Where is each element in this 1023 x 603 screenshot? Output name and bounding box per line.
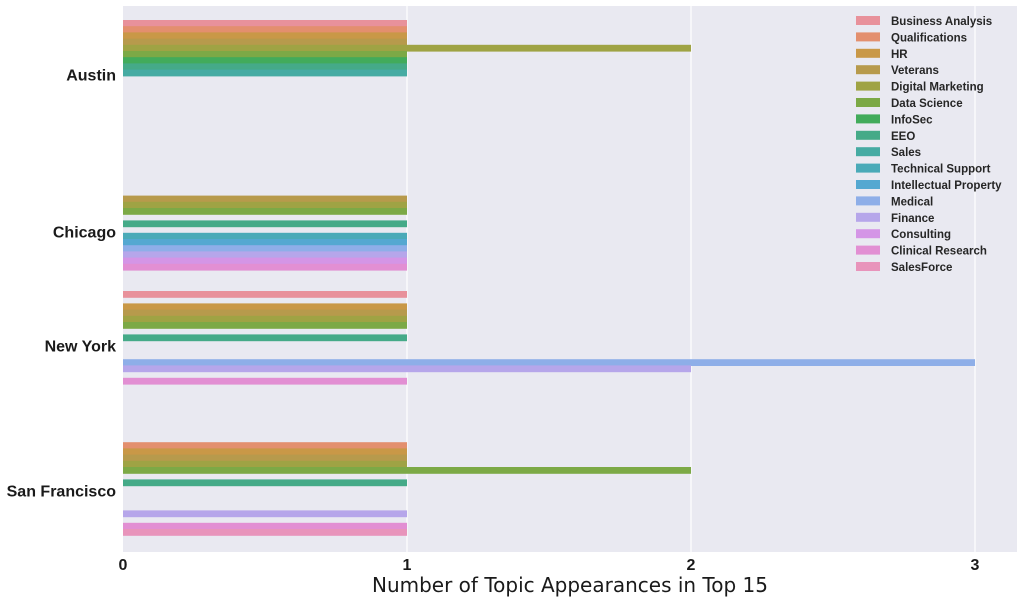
bar	[123, 257, 407, 265]
bar	[123, 220, 407, 228]
legend-label: Consulting	[891, 229, 951, 241]
legend-swatch	[856, 262, 880, 271]
legend-swatch	[856, 48, 880, 58]
bar	[123, 309, 407, 317]
legend-swatch	[856, 196, 880, 206]
bar	[123, 454, 407, 462]
category-label: Austin	[66, 68, 116, 85]
bar	[123, 479, 407, 487]
category-labels: Austin Chicago New York San Francisco	[7, 68, 117, 501]
bar	[123, 195, 407, 203]
legend-swatch	[856, 81, 880, 91]
bar	[123, 232, 407, 240]
bar	[123, 442, 407, 449]
legend-swatch	[856, 180, 880, 189]
bar	[123, 359, 975, 366]
bar	[123, 448, 407, 456]
x-tick-labels: 0 1 2 3	[119, 557, 980, 574]
category-label: Chicago	[53, 225, 116, 242]
legend: Business Analysis Qualifications HR Veteran…	[856, 16, 1002, 274]
category-label: New York	[45, 339, 117, 356]
bar	[123, 263, 407, 271]
bar	[123, 63, 407, 71]
bar	[123, 460, 407, 468]
bar	[123, 26, 407, 33]
bar	[123, 51, 407, 58]
bar	[123, 57, 407, 64]
legend-swatch	[856, 147, 880, 157]
bar	[123, 467, 691, 474]
bar	[123, 208, 407, 215]
legend-swatch	[856, 163, 880, 173]
category-label: San Francisco	[7, 484, 117, 501]
x-tick-label: 1	[403, 557, 412, 574]
legend-label: Data Science	[891, 98, 963, 110]
bar	[123, 377, 407, 385]
bar	[123, 365, 691, 373]
legend-swatch	[856, 65, 880, 75]
bars	[123, 20, 975, 536]
bar	[123, 251, 407, 259]
legend-label: Technical Support	[891, 164, 991, 176]
legend-label: HR	[891, 49, 908, 61]
bar	[123, 201, 407, 209]
bar	[123, 315, 407, 323]
legend-label: Finance	[891, 213, 934, 225]
bar	[123, 303, 407, 311]
legend-swatch	[856, 32, 880, 42]
x-axis-label: Number of Topic Appearances in Top 15	[372, 573, 768, 597]
legend-label: Sales	[891, 147, 921, 159]
bar	[123, 32, 407, 40]
legend-swatch	[856, 212, 880, 222]
legend-label: InfoSec	[891, 114, 933, 126]
bar	[123, 44, 691, 52]
bar	[123, 522, 407, 530]
legend-label: EEO	[891, 131, 915, 143]
legend-label: Medical	[891, 196, 933, 208]
legend-swatch	[856, 114, 880, 124]
bar	[123, 69, 407, 77]
legend-swatch	[856, 229, 880, 239]
legend-swatch	[856, 130, 880, 140]
legend-label: Intellectual Property	[891, 180, 1002, 192]
bar	[123, 291, 407, 298]
bar	[123, 245, 407, 252]
bar	[123, 38, 407, 46]
legend-label: Digital Marketing	[891, 82, 984, 94]
legend-label: Business Analysis	[891, 16, 992, 28]
x-tick-label: 3	[971, 557, 980, 574]
bar	[123, 322, 407, 329]
bar	[123, 334, 407, 342]
bar	[123, 20, 407, 27]
x-tick-label: 0	[119, 557, 128, 574]
bar	[123, 529, 407, 536]
x-tick-label: 2	[687, 557, 696, 574]
legend-label: Clinical Research	[891, 246, 987, 258]
bar	[123, 239, 407, 246]
legend-label: Qualifications	[891, 32, 967, 44]
legend-swatch	[856, 98, 880, 107]
legend-label: Veterans	[891, 65, 939, 77]
legend-swatch	[856, 16, 880, 25]
legend-label: SalesForce	[891, 262, 952, 274]
bar	[123, 510, 407, 518]
legend-swatch	[856, 245, 880, 255]
